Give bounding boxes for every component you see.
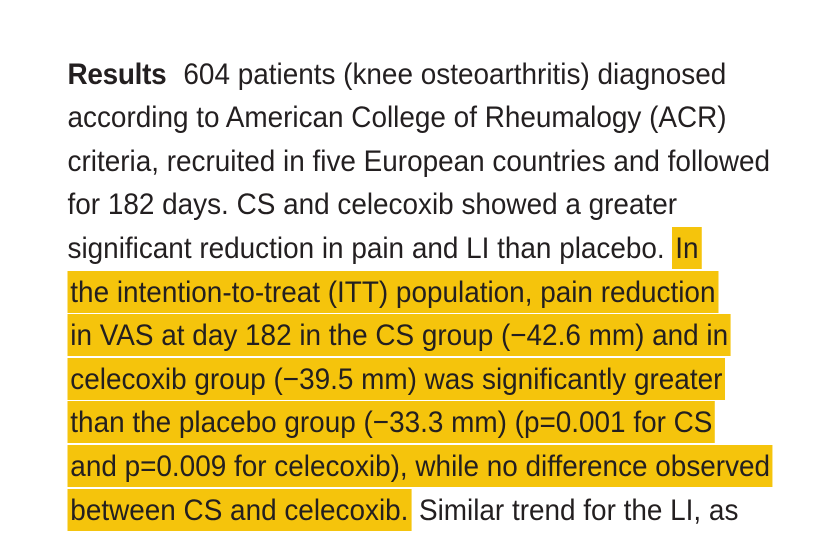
highlighted-text: than the placebo group (−33.3 mm) (p=0.0… bbox=[67, 401, 716, 444]
abstract-text: criteria, recruited in five European cou… bbox=[67, 144, 771, 178]
abstract-line: Results 604 patients (knee osteoarthriti… bbox=[21, 9, 783, 91]
abstract-text: 604 patients (knee osteoarthritis) diagn… bbox=[175, 57, 727, 91]
abstract-text: for 182 days. CS and celecoxib showed a … bbox=[67, 188, 678, 222]
abstract-line: for 182 days. CS and celecoxib showed a … bbox=[21, 140, 783, 221]
abstract-line: celecoxib group (−39.5 mm) was significa… bbox=[21, 314, 783, 400]
results-heading: Results bbox=[67, 57, 167, 91]
abstract-paragraph: Results 604 patients (knee osteoarthriti… bbox=[21, 9, 840, 532]
highlighted-text: the intention-to-treat (ITT) population,… bbox=[67, 270, 719, 313]
highlighted-text: in VAS at day 182 in the CS group (−42.6… bbox=[67, 314, 731, 357]
highlighted-text: and p=0.009 for celecoxib), while no dif… bbox=[67, 444, 773, 487]
abstract-line: significant reduction in pain and LI tha… bbox=[21, 183, 783, 269]
abstract-line: reduction in this metric in the CS group… bbox=[21, 489, 783, 533]
abstract-line: criteria, recruited in five European cou… bbox=[21, 96, 783, 178]
highlighted-text: celecoxib group (−39.5 mm) was significa… bbox=[67, 357, 726, 400]
abstract-text: Similar trend for the LI, as bbox=[411, 493, 739, 527]
highlighted-text: In bbox=[672, 226, 702, 269]
abstract-text: according to American College of Rheumal… bbox=[67, 101, 727, 135]
abstract-text: significant reduction in pain and LI tha… bbox=[67, 231, 673, 265]
abstract-line: and p=0.009 for celecoxib), while no dif… bbox=[21, 401, 783, 487]
abstract-line: between CS and celecoxib. Similar trend … bbox=[21, 445, 783, 531]
abstract-line: in VAS at day 182 in the CS group (−42.6… bbox=[21, 271, 783, 357]
abstract-line: according to American College of Rheumal… bbox=[21, 53, 783, 134]
abstract-line: than the placebo group (−33.3 mm) (p=0.0… bbox=[21, 358, 783, 444]
abstract-line: the intention-to-treat (ITT) population,… bbox=[21, 227, 783, 313]
highlighted-text: between CS and celecoxib. bbox=[67, 488, 412, 531]
